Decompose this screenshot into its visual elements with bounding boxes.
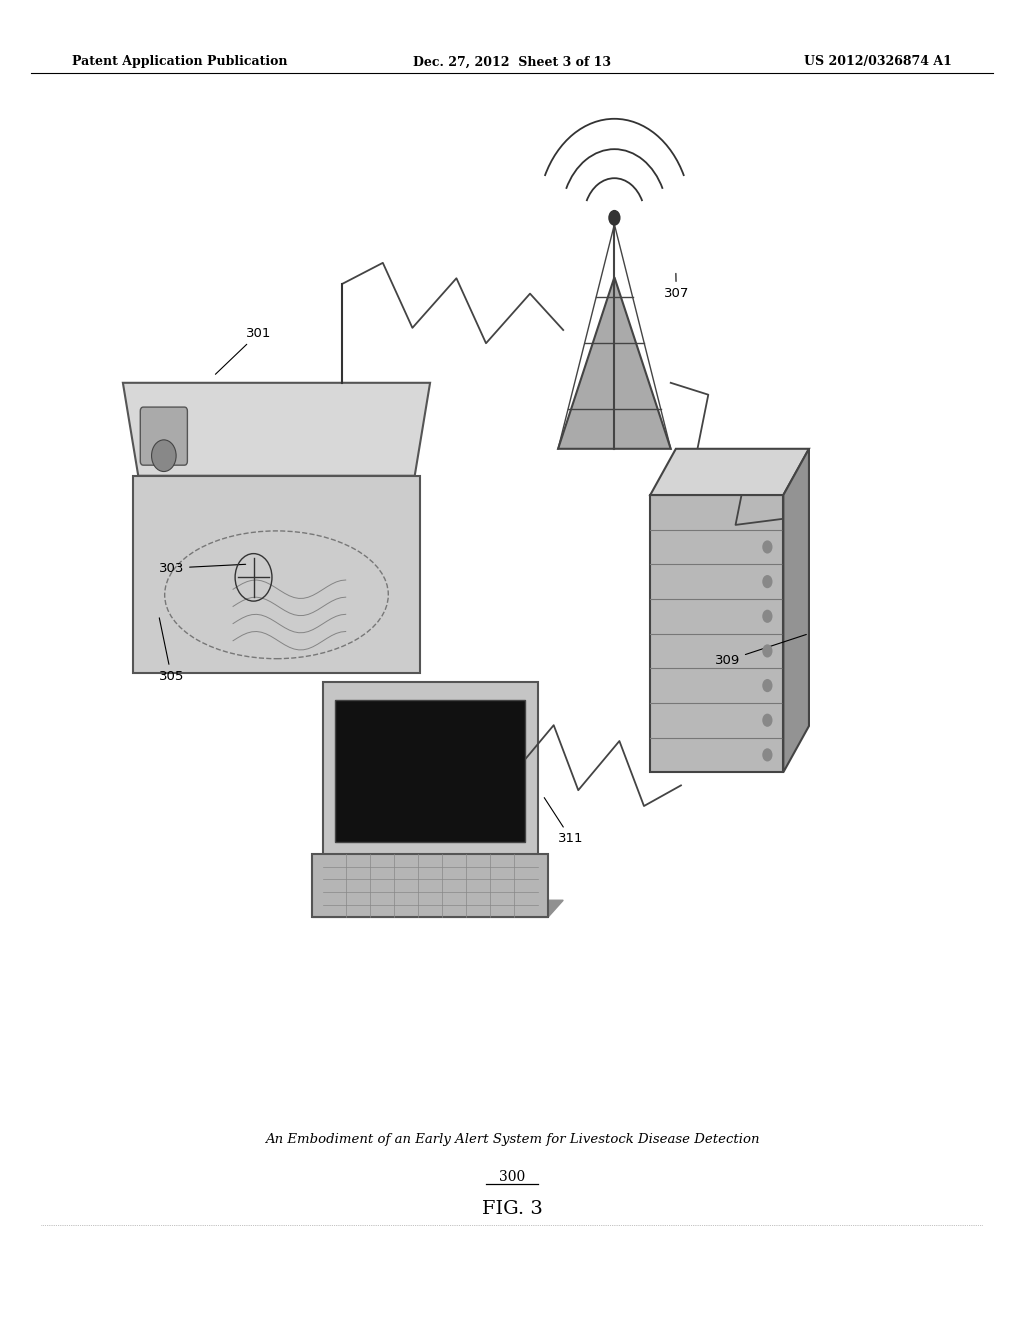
Text: 311: 311	[544, 797, 584, 845]
Text: 301: 301	[215, 326, 271, 375]
Text: US 2012/0326874 A1: US 2012/0326874 A1	[805, 55, 952, 69]
FancyBboxPatch shape	[140, 407, 187, 465]
Circle shape	[762, 644, 772, 657]
Text: 303: 303	[159, 561, 246, 574]
Text: 309: 309	[715, 635, 806, 667]
Bar	[335, 700, 525, 842]
Polygon shape	[312, 900, 563, 917]
Polygon shape	[558, 277, 671, 449]
Circle shape	[762, 748, 772, 762]
Polygon shape	[783, 449, 809, 772]
Circle shape	[608, 210, 621, 226]
Circle shape	[152, 440, 176, 471]
Text: 300: 300	[499, 1171, 525, 1184]
Circle shape	[762, 714, 772, 727]
Polygon shape	[650, 449, 809, 495]
Text: Dec. 27, 2012  Sheet 3 of 13: Dec. 27, 2012 Sheet 3 of 13	[413, 55, 611, 69]
Circle shape	[762, 540, 772, 553]
Bar	[323, 682, 538, 861]
Circle shape	[762, 678, 772, 692]
Polygon shape	[123, 383, 430, 475]
Polygon shape	[133, 475, 420, 673]
Bar	[650, 495, 783, 772]
Text: Patent Application Publication: Patent Application Publication	[72, 55, 287, 69]
Bar	[312, 854, 548, 917]
Text: An Embodiment of an Early Alert System for Livestock Disease Detection: An Embodiment of an Early Alert System f…	[265, 1133, 759, 1146]
Text: 307: 307	[664, 273, 689, 300]
Circle shape	[762, 610, 772, 623]
Text: 305: 305	[159, 618, 184, 682]
Text: FIG. 3: FIG. 3	[481, 1200, 543, 1218]
Circle shape	[762, 576, 772, 589]
